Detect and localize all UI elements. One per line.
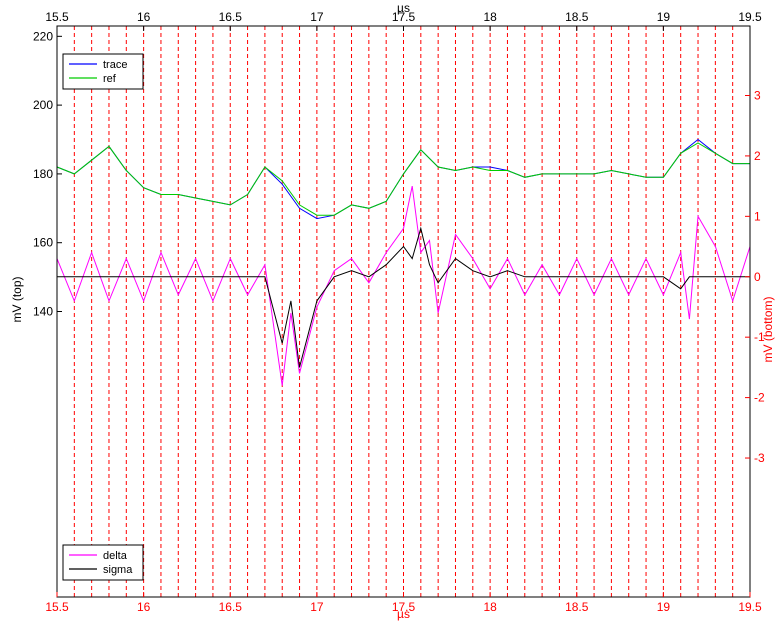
x-axis-label-top: µs — [397, 1, 410, 15]
x-tick-label-bottom: 18.5 — [565, 600, 589, 614]
legends: trace ref delta sigma — [62, 53, 144, 581]
x-tick-label-top: 15.5 — [45, 10, 69, 24]
y-tick-label-right: -1 — [754, 330, 765, 344]
y-tick-label-right: 1 — [754, 209, 761, 223]
y-tick-label-left: 140 — [33, 305, 53, 319]
legend-label-trace: trace — [103, 59, 127, 71]
x-tick-label-top: 18.5 — [565, 10, 589, 24]
y-axis-label-right: mV (bottom) — [761, 296, 775, 362]
x-tick-label-bottom: 17.5 — [392, 600, 416, 614]
x-tick-label-bottom: 16.5 — [219, 600, 243, 614]
y-tick-label-right: 3 — [754, 88, 761, 102]
y-tick-label-left: 160 — [33, 236, 53, 250]
x-tick-label-top: 18 — [483, 10, 497, 24]
x-tick-label-bottom: 17 — [310, 600, 324, 614]
y-tick-label-right: 0 — [754, 270, 761, 284]
y-axis-label-left: mV (top) — [10, 276, 24, 322]
x-axis-label-bottom: µs — [397, 607, 410, 621]
x-tick-label-top: 19 — [657, 10, 671, 24]
x-tick-label-top: 17 — [310, 10, 324, 24]
legend-label-delta: delta — [103, 550, 128, 562]
axes: 15.5 16 16.5 17 17.5 18 18.5 19 19.5 15.5 16 16.5 17… — [33, 10, 765, 614]
legend-label-ref: ref — [103, 73, 117, 85]
x-tick-label-top: 16.5 — [219, 10, 243, 24]
y-tick-label-left: 220 — [33, 29, 53, 43]
y-tick-label-right: -2 — [754, 391, 765, 405]
x-tick-label-bottom: 15.5 — [45, 600, 69, 614]
y-tick-label-left: 200 — [33, 98, 53, 112]
legend-box-top — [62, 53, 144, 90]
x-tick-label-bottom: 16 — [137, 600, 151, 614]
x-tick-label-top: 19.5 — [738, 10, 762, 24]
x-tick-label-top: 16 — [137, 10, 151, 24]
series-line-delta — [56, 185, 751, 386]
x-tick-label-bottom: 19 — [657, 600, 671, 614]
series-line-ref — [56, 142, 750, 216]
series — [56, 138, 751, 386]
x-tick-label-top: 17.5 — [392, 10, 416, 24]
x-tick-label-bottom: 19.5 — [738, 600, 762, 614]
x-tick-label-bottom: 18 — [483, 600, 497, 614]
y-tick-label-right: -3 — [754, 451, 765, 465]
y-tick-label-left: 180 — [33, 167, 53, 181]
legend-box-bottom — [62, 544, 144, 581]
series-line-sigma — [57, 226, 750, 368]
legend-label-sigma: sigma — [103, 564, 133, 576]
y-tick-label-right: 2 — [754, 149, 761, 163]
